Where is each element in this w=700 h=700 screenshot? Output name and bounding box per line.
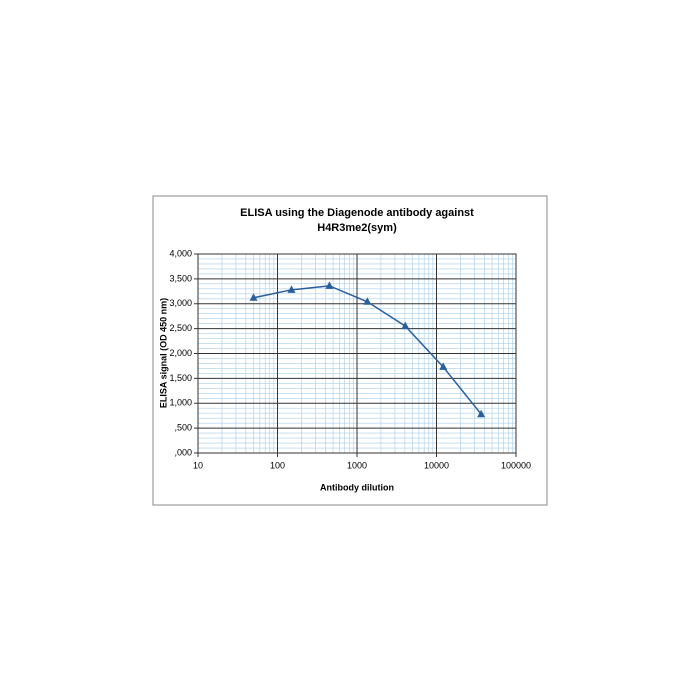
chart-title: H4R3me2(sym) [317,222,397,234]
data-point [325,281,334,289]
data-point [287,285,296,293]
y-tick-label: 2,000 [169,348,192,358]
x-axis-title: Antibody dilution [320,482,394,492]
y-tick-label: 2,500 [169,323,192,333]
x-tick-label: 10000 [424,460,449,470]
y-tick-label: 3,000 [169,298,192,308]
y-tick-label: 1,000 [169,398,192,408]
plot-border [197,253,517,454]
data-point [363,297,372,305]
data-point [401,321,410,330]
x-tick-label: 100000 [501,460,531,470]
x-tick-label: 10 [193,460,203,470]
chart-title: ELISA using the Diagenode antibody again… [240,207,474,219]
y-tick-label: ,000 [174,447,192,457]
y-tick-label: 4,000 [169,248,192,258]
data-point [439,362,448,370]
y-tick-label: 1,500 [169,373,192,383]
data-point [477,409,486,418]
y-tick-label: ,500 [174,423,192,433]
x-tick-label: 1000 [347,460,367,470]
y-axis-title: ELISA signal (OD 450 nm) [158,298,168,408]
data-point [249,293,258,301]
y-tick-label: 3,500 [169,273,192,283]
x-tick-label: 100 [270,460,285,470]
